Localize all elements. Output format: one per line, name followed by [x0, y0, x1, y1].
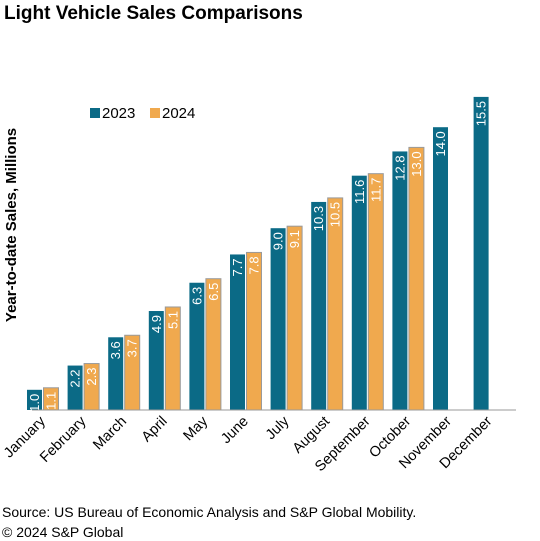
bar-label-2023-november: 14.0: [433, 131, 448, 156]
bar-2023-october: [392, 151, 408, 410]
legend: 2023 2024: [90, 105, 195, 122]
bar-2023-august: [311, 201, 327, 410]
bar-label-2023-march: 3.6: [108, 341, 123, 359]
bar-label-2024-june: 7.8: [247, 256, 262, 274]
bar-label-2023-may: 6.3: [189, 287, 204, 305]
bars-group: 1.0 1.1 2.2 2.3 3.6 3.7 4.9 5.1 6.3 6.5 7.7 7.8 9.0 9…: [27, 96, 489, 412]
bar-label-2024-october: 13.0: [409, 151, 424, 176]
bar-2023-december: [473, 96, 489, 411]
x-tick-june: June: [218, 414, 252, 448]
bar-label-2023-september: 11.6: [352, 180, 367, 204]
source-note: Source: US Bureau of Economic Analysis a…: [2, 504, 417, 520]
bar-2023-april: [148, 311, 164, 410]
bar-2024-august: [327, 197, 344, 411]
bar-label-2024-february: 2.3: [84, 368, 99, 386]
bar-label-2024-april: 5.1: [165, 311, 180, 329]
bar-label-2023-october: 12.8: [392, 155, 407, 180]
bar-label-2024-march: 3.7: [125, 339, 140, 357]
bar-2023-september: [351, 175, 367, 410]
bar-2023-july: [270, 228, 286, 410]
bar-label-2024-september: 11.7: [368, 178, 383, 202]
copyright-note: © 2024 S&P Global: [2, 524, 124, 540]
legend-swatch-2024: [150, 108, 160, 118]
legend-label-2024: 2024: [162, 105, 195, 122]
bar-2023-february: [67, 365, 83, 410]
bar-label-2023-december: 15.5: [474, 101, 489, 126]
bar-2024-july: [286, 225, 303, 411]
bar-label-2024-july: 9.1: [287, 230, 302, 248]
bar-label-2024-january: 1.1: [44, 392, 59, 410]
bar-2023-june: [230, 254, 245, 410]
bar-label-2023-june: 7.7: [230, 258, 245, 276]
bar-2024-september: [367, 173, 384, 411]
x-tick-february: February: [37, 413, 90, 466]
x-tick-march: March: [90, 414, 130, 454]
x-tick-may: May: [181, 413, 212, 444]
x-tick-april: April: [139, 414, 171, 446]
bar-2024-october: [408, 146, 425, 411]
bar-label-2023-july: 9.0: [271, 232, 286, 250]
x-tick-july: July: [263, 413, 293, 443]
legend-label-2023: 2023: [102, 105, 135, 122]
legend-swatch-2023: [90, 108, 100, 118]
y-axis-label: Year-to-date Sales, Millions: [3, 128, 20, 322]
bar-label-2023-january: 1.0: [27, 394, 42, 412]
bar-label-2023-august: 10.3: [311, 206, 326, 231]
bar-label-2023-april: 4.9: [149, 315, 164, 333]
bar-label-2024-may: 6.5: [206, 283, 221, 301]
bar-label-2023-february: 2.2: [68, 370, 83, 388]
chart-title: Light Vehicle Sales Comparisons: [4, 3, 303, 24]
bar-2023-may: [189, 282, 205, 410]
bar-2023-march: [108, 337, 124, 410]
bar-2023-november: [433, 127, 448, 410]
bar-label-2024-august: 10.5: [328, 202, 343, 227]
bar-2024-june: [246, 251, 262, 411]
bar-2023-january: [27, 389, 42, 410]
